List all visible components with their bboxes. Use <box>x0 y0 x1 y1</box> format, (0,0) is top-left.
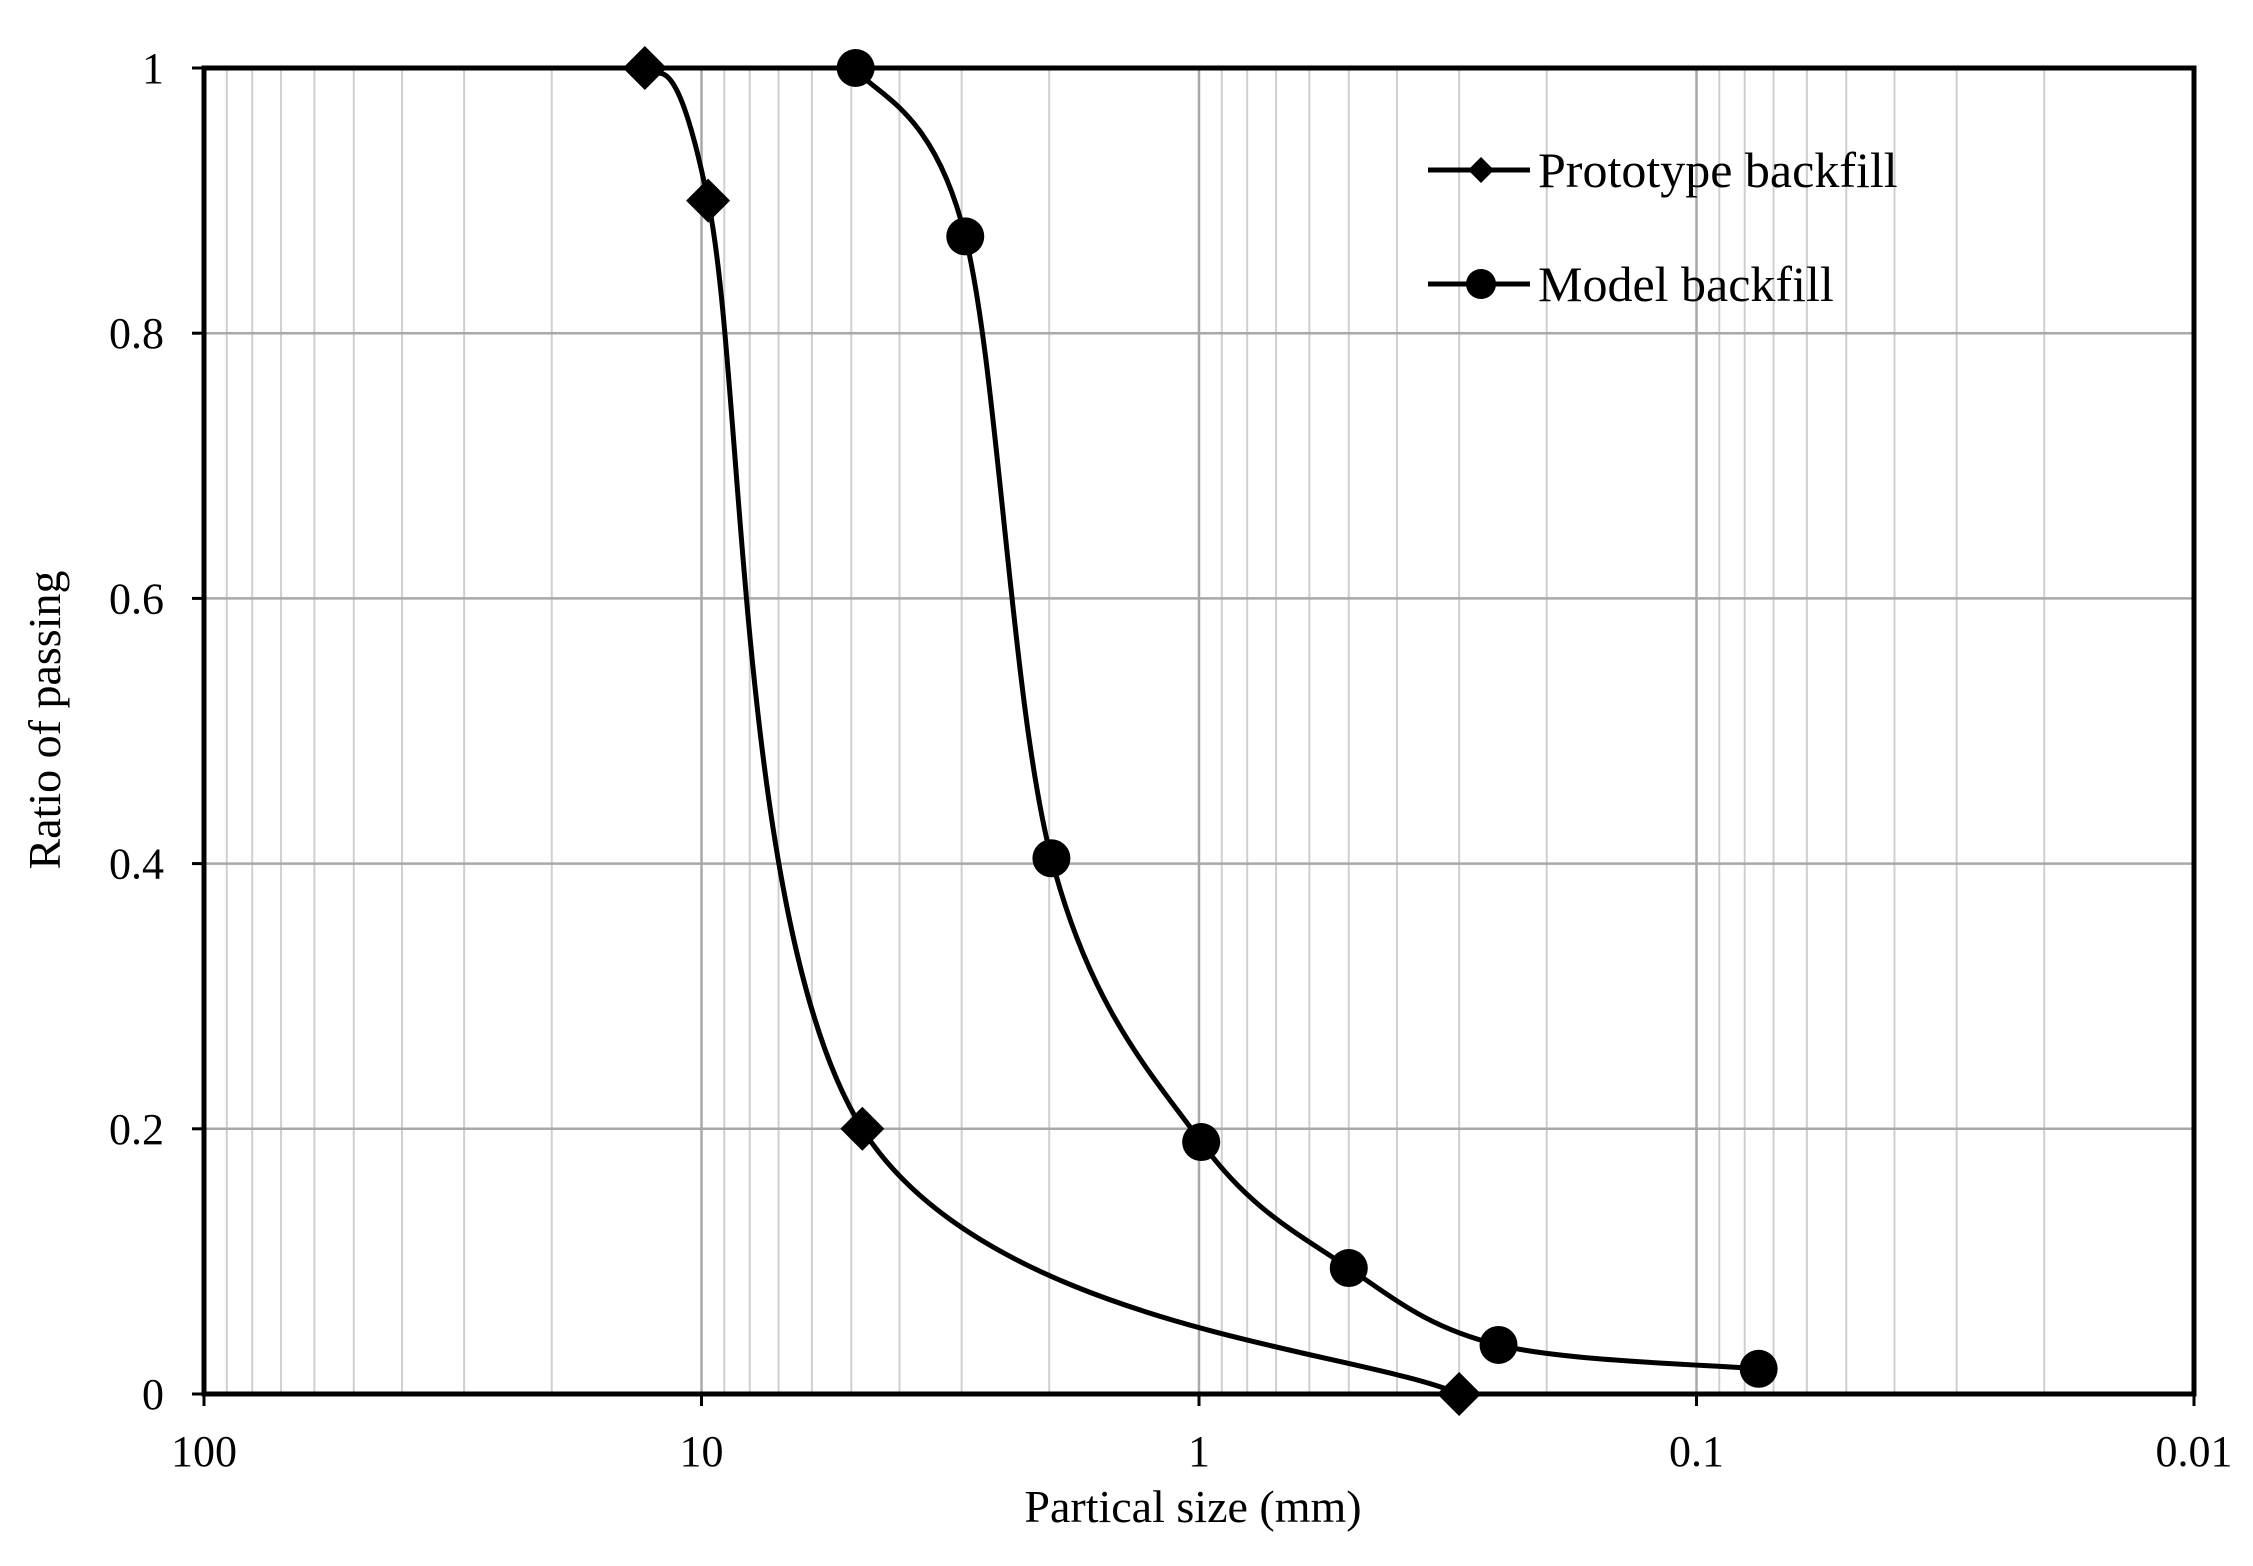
series-line-1 <box>642 66 1461 1397</box>
circle-marker <box>1329 1249 1368 1288</box>
x-tick-label: 0.01 <box>2156 1427 2233 1476</box>
circle-marker <box>1739 1349 1778 1388</box>
y-tick-label: 0.6 <box>109 574 164 623</box>
legend: Prototype backfill Model backfill <box>1428 142 1898 312</box>
diamond-marker <box>622 46 667 90</box>
x-tick-label: 10 <box>680 1427 724 1476</box>
y-tick-label: 0 <box>142 1370 164 1419</box>
circle-marker <box>1182 1123 1221 1162</box>
legend-label-1: Prototype backfill <box>1538 142 1898 198</box>
y-axis-title: Ratio of passing <box>19 571 70 870</box>
y-tick-label: 0.8 <box>109 309 164 358</box>
x-axis-title: Partical size (mm) <box>1024 1481 1361 1532</box>
series-markers <box>622 46 1778 1416</box>
x-tick-label: 100 <box>171 1427 237 1476</box>
circle-marker <box>1032 839 1071 878</box>
circle-marker <box>1479 1325 1518 1364</box>
legend-diamond-marker <box>1468 157 1494 183</box>
y-tick-label: 0.2 <box>109 1105 164 1154</box>
diamond-marker <box>1437 1372 1482 1416</box>
y-tick-label: 1 <box>142 44 164 93</box>
legend-circle-marker <box>1466 269 1496 299</box>
diamond-marker <box>840 1106 885 1151</box>
circle-marker <box>946 217 985 256</box>
diamond-marker <box>686 178 731 223</box>
axis-ticks: 100 10 1 0.1 0.01 0 0.2 0.4 0.6 0.8 1 <box>109 44 2233 1476</box>
grid-lines <box>202 66 2196 1396</box>
y-tick-label: 0.4 <box>109 840 164 889</box>
legend-label-2: Model backfill <box>1538 256 1834 312</box>
circle-marker <box>836 49 875 87</box>
x-tick-label: 0.1 <box>1669 1427 1724 1476</box>
x-tick-label: 1 <box>1188 1427 1210 1476</box>
